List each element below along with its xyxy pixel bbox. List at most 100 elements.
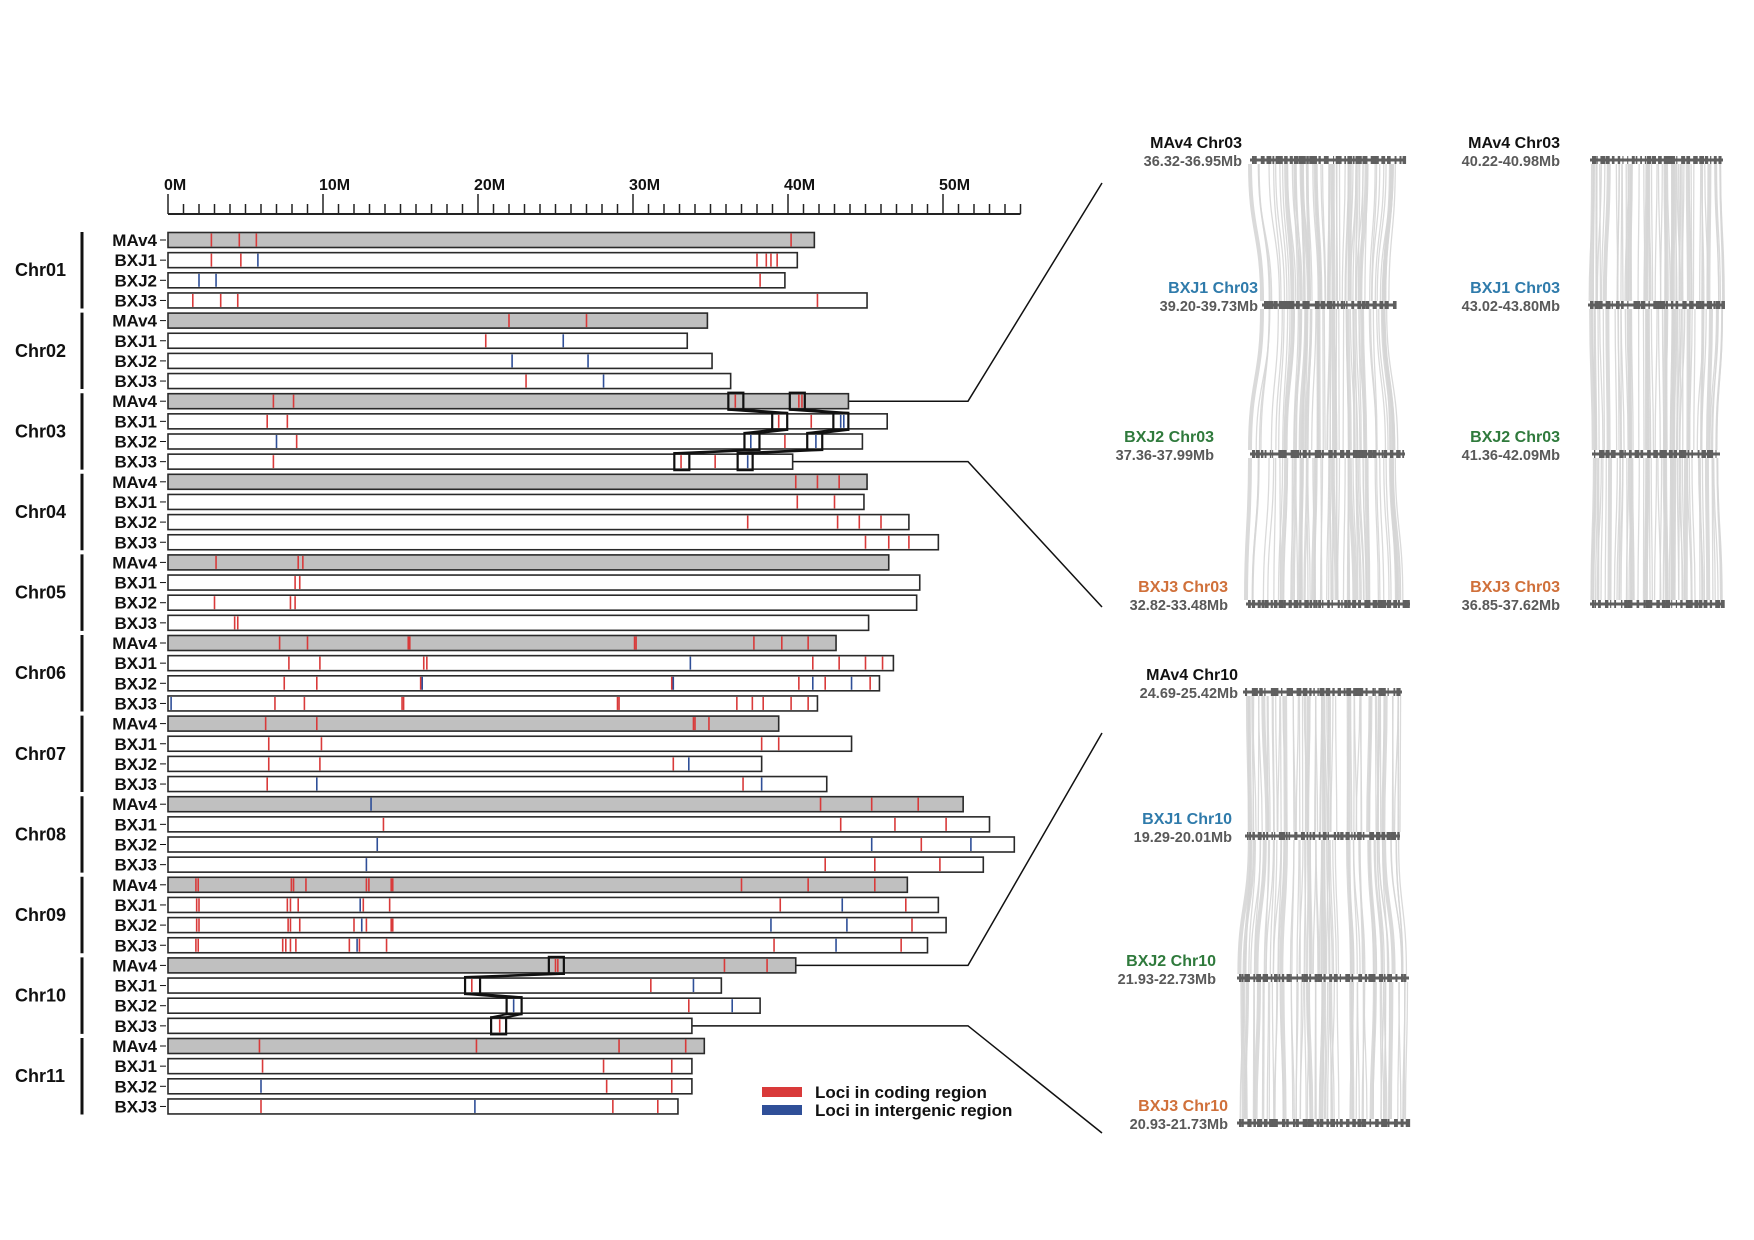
synteny-link	[1620, 308, 1625, 451]
gene-block	[1344, 600, 1347, 608]
gene-block	[1611, 301, 1613, 309]
track-mav4: MAv4	[112, 715, 780, 734]
synteny-link	[1355, 457, 1359, 601]
gene-block	[1278, 600, 1284, 608]
synteny-link	[1306, 981, 1311, 1120]
gene-block	[1633, 301, 1638, 309]
gene-block	[1272, 156, 1275, 164]
synteny-link	[1388, 163, 1396, 302]
gene-block	[1260, 450, 1264, 458]
gene-block	[1660, 301, 1666, 309]
synteny-link	[1375, 457, 1381, 601]
synteny-link	[1696, 308, 1704, 451]
synteny-link	[1616, 163, 1621, 302]
track-bxj1: BXJ1	[114, 332, 689, 351]
gene-block	[1364, 1119, 1367, 1127]
gene-block	[1648, 301, 1650, 309]
synteny-link	[1277, 839, 1283, 975]
region-link-line	[490, 1013, 507, 1019]
synteny-link	[1321, 163, 1327, 302]
gene-block	[1284, 156, 1288, 164]
track-bxj1: BXJ1	[114, 735, 853, 754]
gene-block	[1241, 1119, 1244, 1127]
gene-block	[1675, 301, 1679, 309]
synteny-link	[1588, 163, 1595, 302]
zoom-connector-line	[743, 182, 1103, 402]
region-range: 19.29-20.01Mb	[1134, 830, 1232, 846]
region-range: 40.22-40.98Mb	[1462, 154, 1560, 170]
synteny-link	[1285, 308, 1295, 451]
track-genome-label: MAv4	[112, 231, 157, 250]
gene-block	[1636, 600, 1640, 608]
gene-block	[1361, 1119, 1365, 1127]
chromosome-bar	[167, 1037, 706, 1055]
gene-block	[1244, 974, 1249, 982]
gene-block	[1340, 832, 1344, 840]
synteny-link	[1369, 163, 1376, 302]
synteny-link	[1614, 308, 1618, 451]
track-bxj2: BXJ2	[114, 836, 1016, 855]
synteny-link	[1268, 163, 1281, 302]
chromosome-label: Chr07	[15, 744, 66, 764]
gene-block	[1704, 156, 1709, 164]
gene-block	[1379, 301, 1384, 309]
synteny-link	[1381, 695, 1388, 833]
gene-block	[1396, 450, 1401, 458]
synteny-link	[1280, 981, 1287, 1120]
synteny-link	[1346, 695, 1350, 833]
synteny-link	[1613, 457, 1619, 601]
synteny-link	[1369, 308, 1377, 451]
gene-block	[1318, 600, 1322, 608]
gene-block	[1278, 832, 1283, 840]
synteny-link	[1263, 839, 1271, 975]
gene-block	[1656, 600, 1660, 608]
gene-block	[1302, 450, 1307, 458]
synteny-link	[1283, 457, 1289, 601]
chromosome-label: Chr08	[15, 824, 66, 844]
track-genome-label: BXJ2	[114, 674, 157, 693]
gene-block	[1273, 600, 1278, 608]
gene-block	[1344, 156, 1347, 164]
gene-block	[1266, 156, 1272, 164]
synteny-link	[1654, 308, 1658, 451]
gene-block	[1275, 156, 1280, 164]
synteny-link	[1265, 839, 1275, 975]
gene-block	[1706, 301, 1712, 309]
synteny-link	[1384, 308, 1396, 451]
gene-block	[1665, 600, 1671, 608]
gene-block	[1312, 832, 1316, 840]
synteny-link	[1262, 457, 1270, 601]
gene-block	[1682, 301, 1687, 309]
gene-block	[1302, 301, 1307, 309]
synteny-link	[1292, 457, 1296, 601]
synteny-link	[1332, 839, 1337, 975]
synteny-link	[1291, 839, 1295, 975]
synteny-link	[1376, 839, 1384, 975]
track-genome-label: MAv4	[112, 795, 157, 814]
gene-block	[1614, 600, 1617, 608]
synteny-link	[1668, 457, 1672, 601]
gene-block	[1687, 600, 1693, 608]
synteny-link	[1252, 695, 1257, 833]
gene-block	[1257, 600, 1261, 608]
synteny-link	[1390, 839, 1403, 975]
gene-block	[1264, 301, 1269, 309]
gene-block	[1260, 1119, 1263, 1127]
gene-block	[1387, 688, 1389, 696]
gene-block	[1314, 450, 1320, 458]
track-bxj2: BXJ2	[114, 755, 763, 774]
synteny-link	[1342, 308, 1345, 451]
track-genome-label: BXJ3	[114, 614, 157, 633]
synteny-link	[1329, 308, 1332, 451]
track-bxj1: BXJ1	[114, 1057, 693, 1076]
gene-block	[1676, 156, 1678, 164]
synteny-link	[1599, 163, 1602, 302]
gene-block	[1621, 301, 1624, 309]
gene-block	[1378, 974, 1384, 982]
synteny-link	[1709, 308, 1718, 451]
gene-block	[1658, 301, 1663, 309]
synteny-link	[1629, 308, 1632, 451]
gene-block	[1270, 974, 1273, 982]
synteny-link	[1368, 839, 1375, 975]
